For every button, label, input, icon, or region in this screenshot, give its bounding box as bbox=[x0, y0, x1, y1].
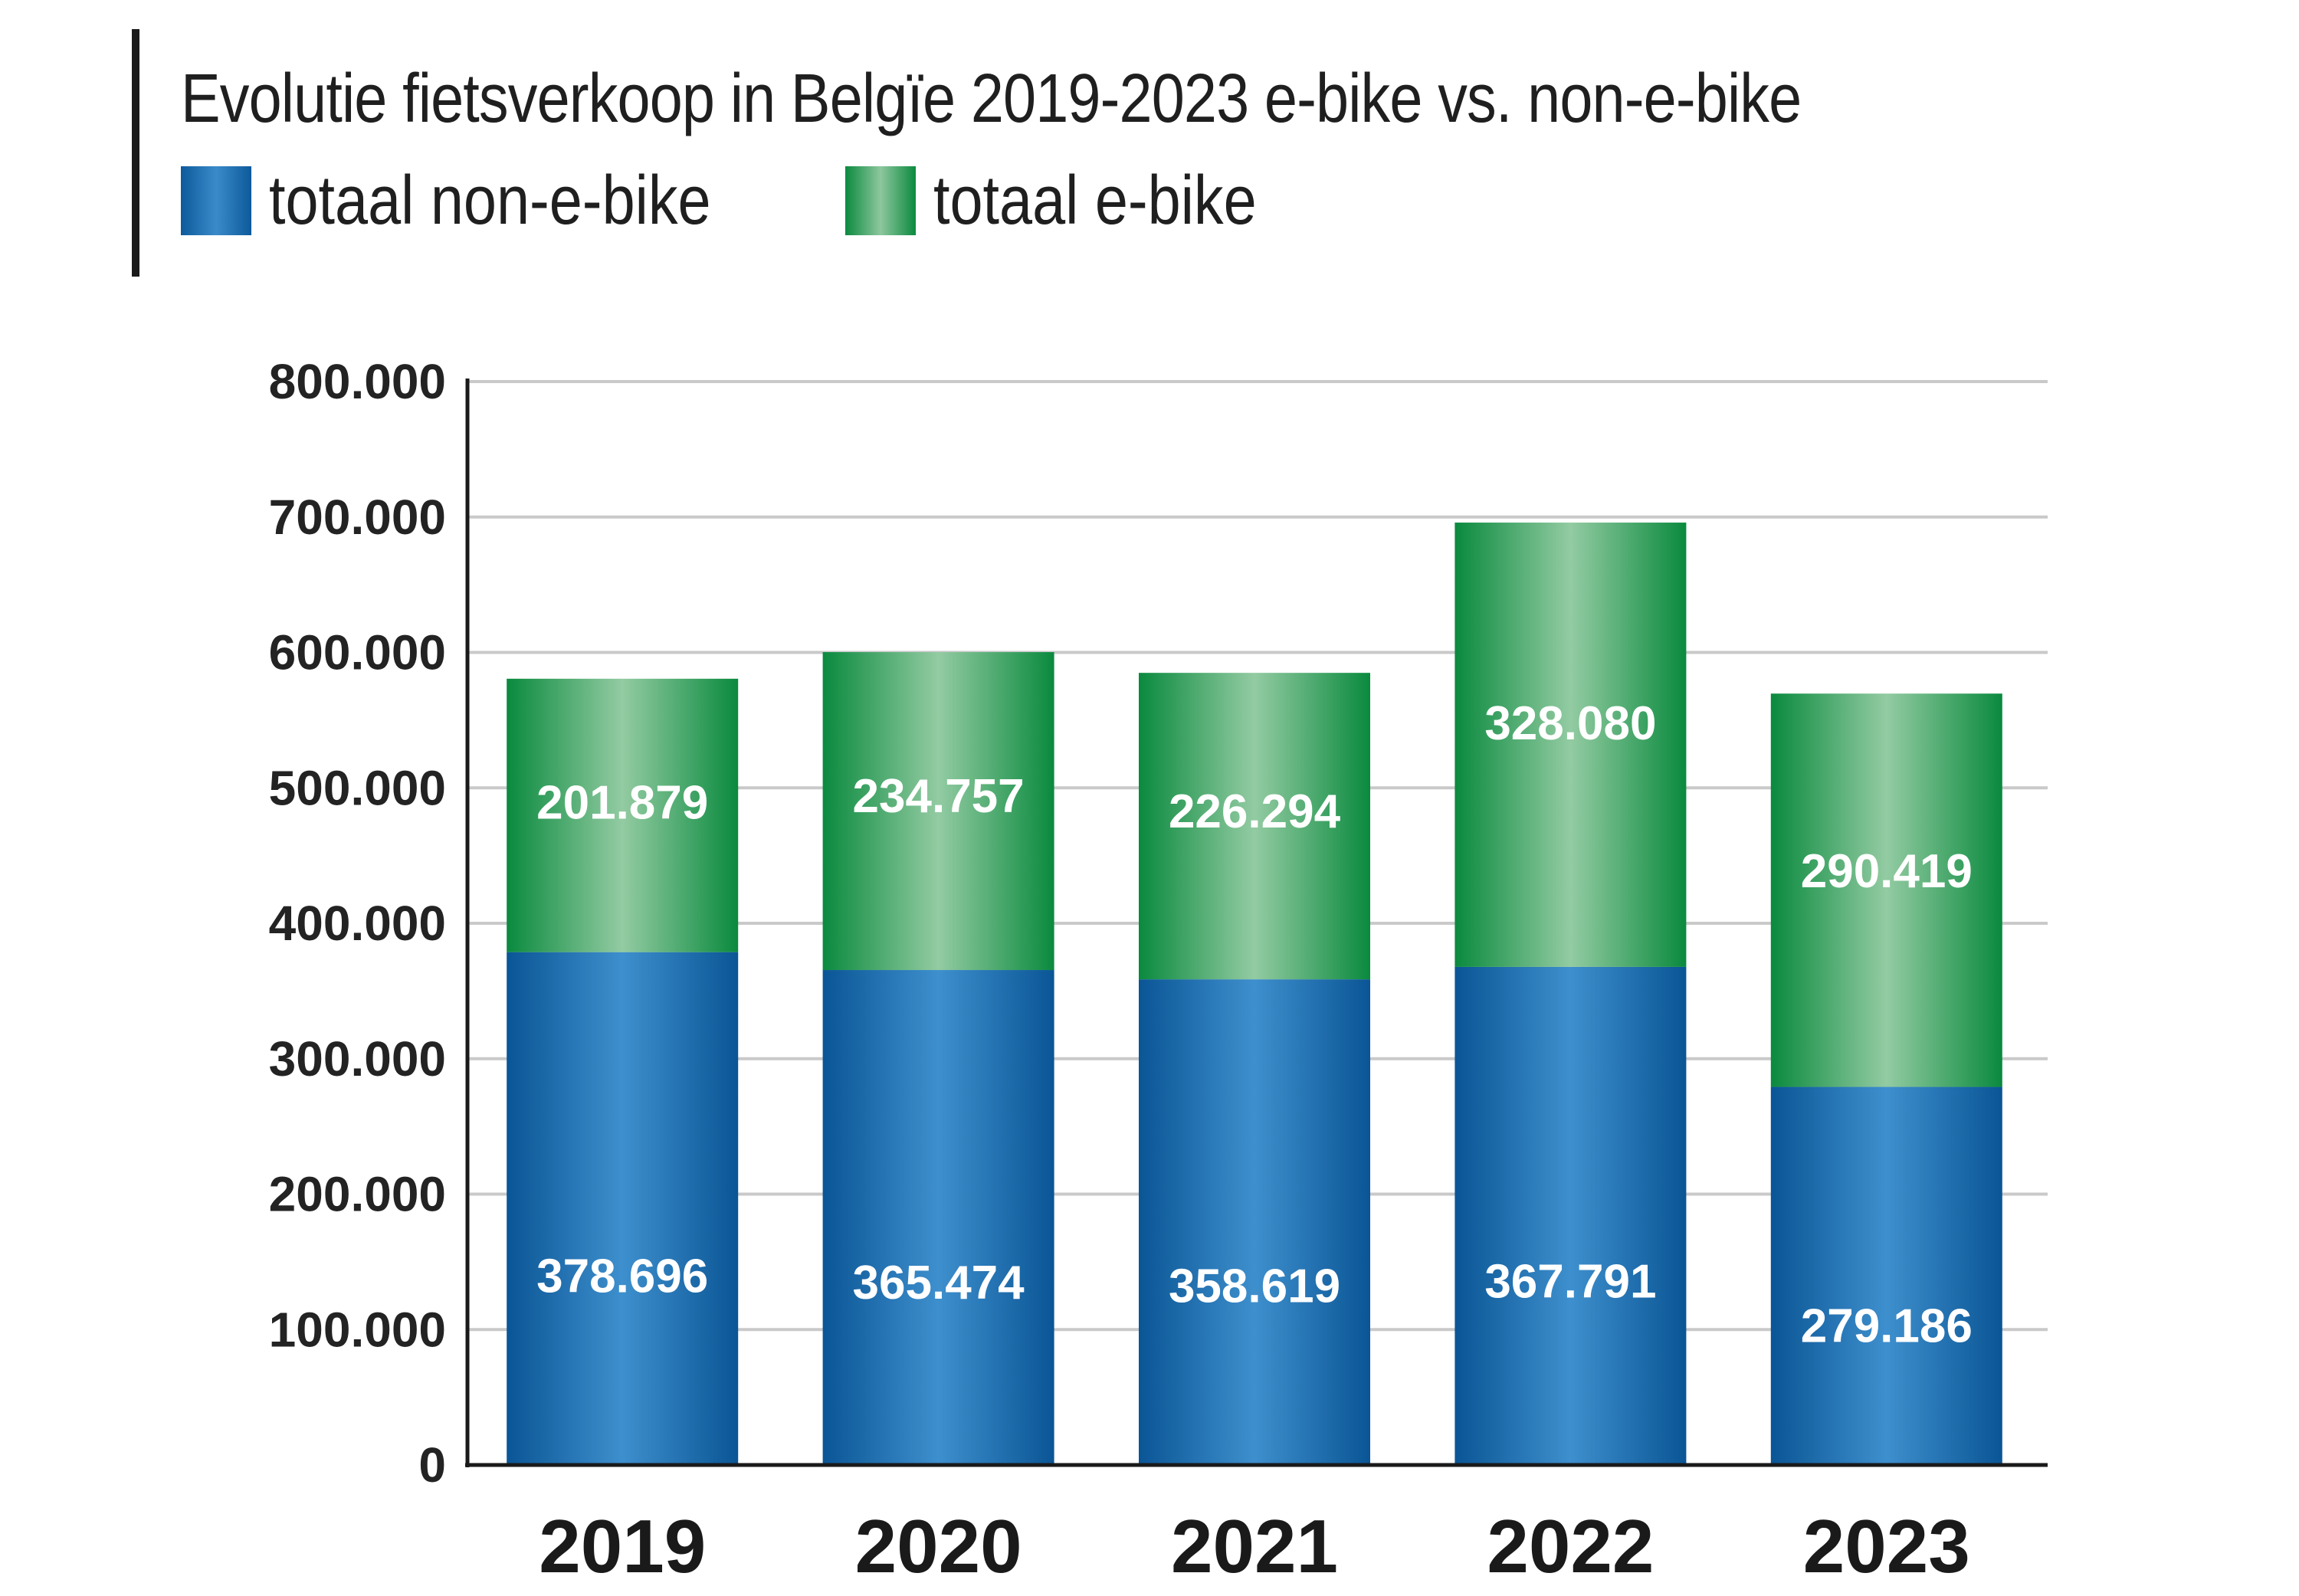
y-tick-label: 300.000 bbox=[269, 1031, 446, 1086]
axes bbox=[465, 379, 2048, 1467]
data-label: 378.696 bbox=[536, 1250, 708, 1303]
data-label: 279.186 bbox=[1801, 1299, 1973, 1352]
bar-non-e-bike-2020 bbox=[822, 970, 1054, 1465]
data-label: 365.474 bbox=[853, 1257, 1025, 1309]
data-label: 358.619 bbox=[1169, 1260, 1340, 1313]
x-tick-label: 2021 bbox=[1171, 1504, 1338, 1588]
x-tick-label: 2020 bbox=[855, 1504, 1022, 1588]
y-tick-label: 800.000 bbox=[269, 354, 446, 409]
data-label: 201.879 bbox=[536, 776, 708, 829]
bars bbox=[507, 523, 2002, 1465]
bar-non-e-bike-2021 bbox=[1139, 979, 1370, 1465]
labels: 0 100.000 200.000 300.000 400.000 500.000 600.… bbox=[269, 354, 1973, 1588]
x-tick-label: 2019 bbox=[539, 1504, 706, 1588]
x-tick-label: 2023 bbox=[1803, 1504, 1970, 1588]
chart-title: Evolutie fietsverkoop in Belgïe 2019-202… bbox=[181, 61, 1802, 137]
bar-e-bike-2019 bbox=[507, 678, 739, 952]
y-tick-label: 400.000 bbox=[269, 896, 446, 951]
y-tick-label: 200.000 bbox=[269, 1167, 446, 1222]
bar-e-bike-2020 bbox=[822, 652, 1054, 971]
x-tick-label: 2022 bbox=[1487, 1504, 1654, 1588]
legend-swatch-non-e-bike bbox=[181, 166, 251, 235]
legend-label-e-bike: totaal e-bike bbox=[933, 162, 1257, 239]
legend-label-non-e-bike: totaal non-e-bike bbox=[269, 162, 711, 239]
bar-e-bike-2023 bbox=[1770, 693, 2002, 1087]
bar-e-bike-2022 bbox=[1455, 523, 1687, 967]
y-tick-label: 100.000 bbox=[269, 1302, 446, 1357]
title-accent-bar bbox=[132, 29, 139, 277]
data-label: 226.294 bbox=[1169, 785, 1341, 838]
bar-non-e-bike-2023 bbox=[1770, 1086, 2002, 1465]
data-label: 367.791 bbox=[1484, 1255, 1656, 1308]
y-tick-label: 700.000 bbox=[269, 490, 446, 545]
bar-non-e-bike-2022 bbox=[1455, 966, 1687, 1465]
bar-e-bike-2021 bbox=[1139, 673, 1370, 980]
data-label: 234.757 bbox=[853, 770, 1025, 823]
y-tick-label: 600.000 bbox=[269, 625, 446, 680]
y-tick-label: 500.000 bbox=[269, 760, 446, 815]
data-label: 290.419 bbox=[1801, 845, 1973, 898]
y-tick-label: 0 bbox=[418, 1437, 446, 1493]
data-label: 328.080 bbox=[1484, 697, 1656, 750]
bar-non-e-bike-2019 bbox=[507, 952, 739, 1465]
legend-swatch-e-bike bbox=[845, 166, 916, 235]
